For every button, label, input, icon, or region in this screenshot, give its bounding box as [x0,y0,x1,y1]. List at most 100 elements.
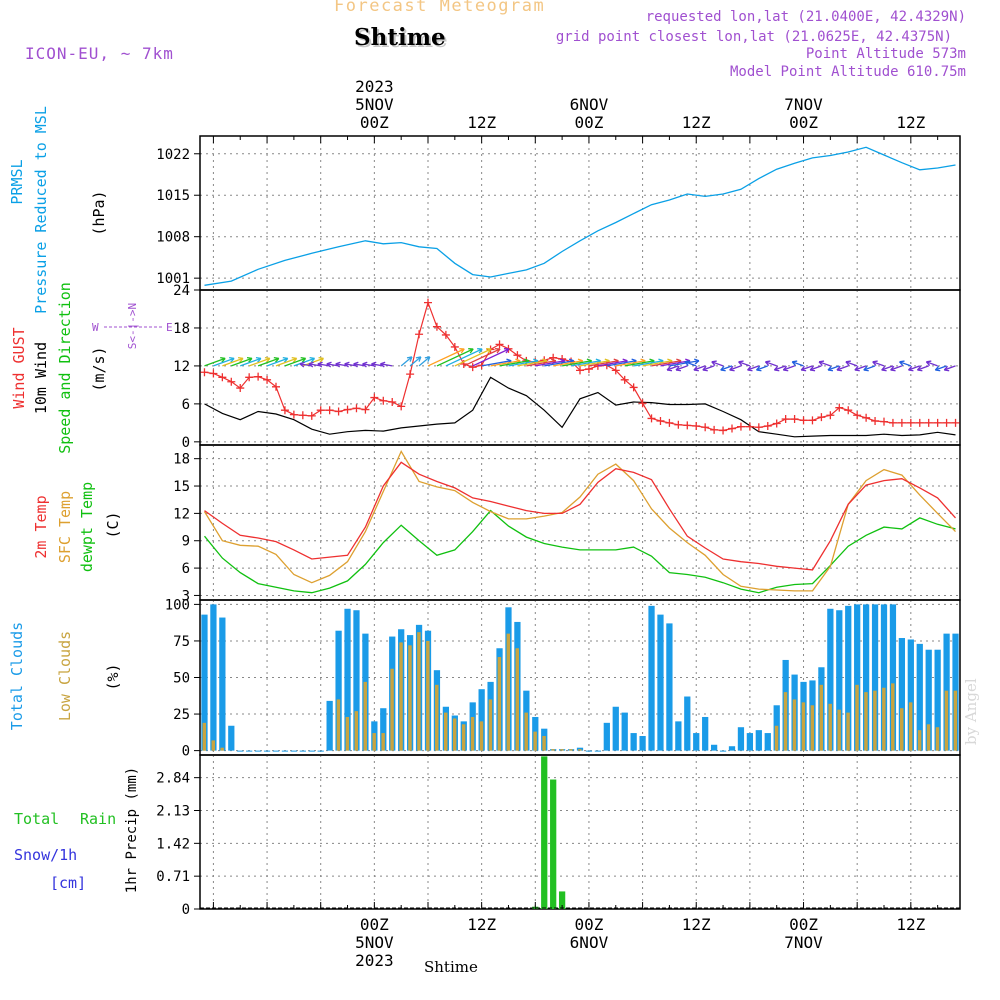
wind-direction-arrow [222,357,244,367]
y-tick-label: 18 [173,321,190,337]
point-altitude: Point Altitude 573m [805,46,966,62]
wind-direction-arrowhead [291,356,298,363]
wind-direction-arrow [308,363,321,367]
pressure-unit: (hPa) [90,190,108,235]
x-tick-label-top: 5NOV [355,95,394,114]
wind-speed-line [204,376,956,438]
low-cloud-bar [828,703,832,751]
wind-gust-marker [441,330,450,339]
wind-gust-marker [710,425,719,434]
x-tick-label-top: 12Z [896,113,925,132]
total-cloud-bar [380,708,387,751]
wind-direction-arrow [380,363,393,367]
total-cloud-bar [272,750,280,752]
wind-direction-arrow [371,363,384,367]
wind-direction-arrowhead [415,356,422,362]
total-cloud-bar [210,604,217,751]
wind-direction-arrowhead [899,360,905,366]
clouds-unit: (%) [104,663,122,690]
wind-direction-arrow [335,363,348,367]
total-cloud-bar [916,643,923,751]
wind-gust-marker [343,405,352,414]
wind-direction-arrowhead [943,365,950,372]
wind-direction-arrow [702,365,715,371]
wind-gust-marker [656,416,665,425]
wind-direction-arrowhead [424,356,431,362]
wind-direction-arrowhead [684,360,690,366]
wind-direction-arrow [747,365,760,371]
wind-gust-marker [844,406,853,415]
wind-direction-arrowhead [282,356,289,363]
low-cloud-bar [560,749,564,751]
wind-gust-marker [692,422,701,431]
wind-direction-arrowhead [809,365,816,372]
wind-direction-arrow [544,360,574,367]
y-tick-label: 1.42 [156,836,190,852]
precip-bar [558,891,566,909]
wind-gust-marker [942,418,951,427]
low-cloud-bar [479,721,484,751]
wind-direction-arrowhead [468,348,474,354]
wind-direction-arrow [248,357,271,367]
panel-precip: 0 0.71 1.42 2.13 2.84 [156,754,961,918]
total-cloud-bar [353,610,360,751]
total-cloud-bar [889,604,897,751]
total-cloud-bar [639,735,646,751]
wind-direction-arrowhead [666,365,673,372]
x-tick-label-bottom: 12Z [896,915,925,934]
wind-gust-marker [415,330,424,339]
total-cloud-bar [871,604,879,751]
wind-direction-arrow [908,365,920,371]
low-cloud-bar [372,733,376,751]
low-cloud-bar [363,681,367,751]
wind-direction-arrow [890,365,903,371]
wind-speed-dir-label: Speed and Direction [56,282,74,454]
wind-direction-arrowhead [791,360,798,366]
low-cloud-bar [882,687,886,751]
x-tick-label-bottom: 6NOV [570,933,609,952]
wind-10m-label: 10m Wind [32,342,50,414]
y-tick-label: 50 [173,671,190,687]
wind-direction-arrow [344,363,357,367]
low-cloud-bar [211,740,215,751]
total-cloud-bar [344,608,351,751]
wind-gust-marker [611,366,620,375]
wind-direction-arrow [944,365,956,371]
low-cloud-bar [953,690,958,751]
wind-direction-arrowhead [908,365,914,372]
wind-gust-marker [236,384,245,393]
y-tick-label: 15 [173,479,190,495]
wind-gust-marker [272,382,280,391]
wind-direction-arrowhead [503,348,510,354]
wind-direction-arrow [729,365,742,371]
low-cloud-bar [381,733,385,751]
model-name: ICON-EU, ~ 7km [25,44,174,63]
wind-direction-arrow [231,357,253,367]
wind-direction-arrow [774,365,786,371]
wind-direction-arrowhead [344,361,350,368]
wind-gust-marker [298,411,307,420]
low-cloud-bar [846,712,850,751]
wind-gust-marker [549,353,558,362]
total-cloud-bar [281,750,289,752]
wind-gust-marker [754,423,763,432]
wind-direction-arrowhead [237,356,244,363]
wind-gust-marker [799,416,808,425]
wind-direction-arrowhead [255,356,262,363]
pressure-label: PRMSL [8,159,26,204]
total-cloud-bar [219,617,226,751]
wind-gust-marker [745,422,754,431]
wind-direction-arrow [213,357,235,367]
wind-direction-arrowhead [309,356,316,363]
low-cloud-bar [399,642,403,751]
wind-direction-arrowhead [872,360,878,366]
wind-gust-marker [406,370,415,379]
y-tick-label: 6 [182,561,190,577]
wind-gust-marker [888,418,897,427]
wind-gust-marker [227,377,236,386]
wind-gust-marker [513,351,522,360]
wind-gust-marker [728,424,736,433]
total-clouds-label: Total Clouds [8,622,26,730]
wind-gust-marker [719,426,728,435]
low-cloud-bar [354,711,359,751]
